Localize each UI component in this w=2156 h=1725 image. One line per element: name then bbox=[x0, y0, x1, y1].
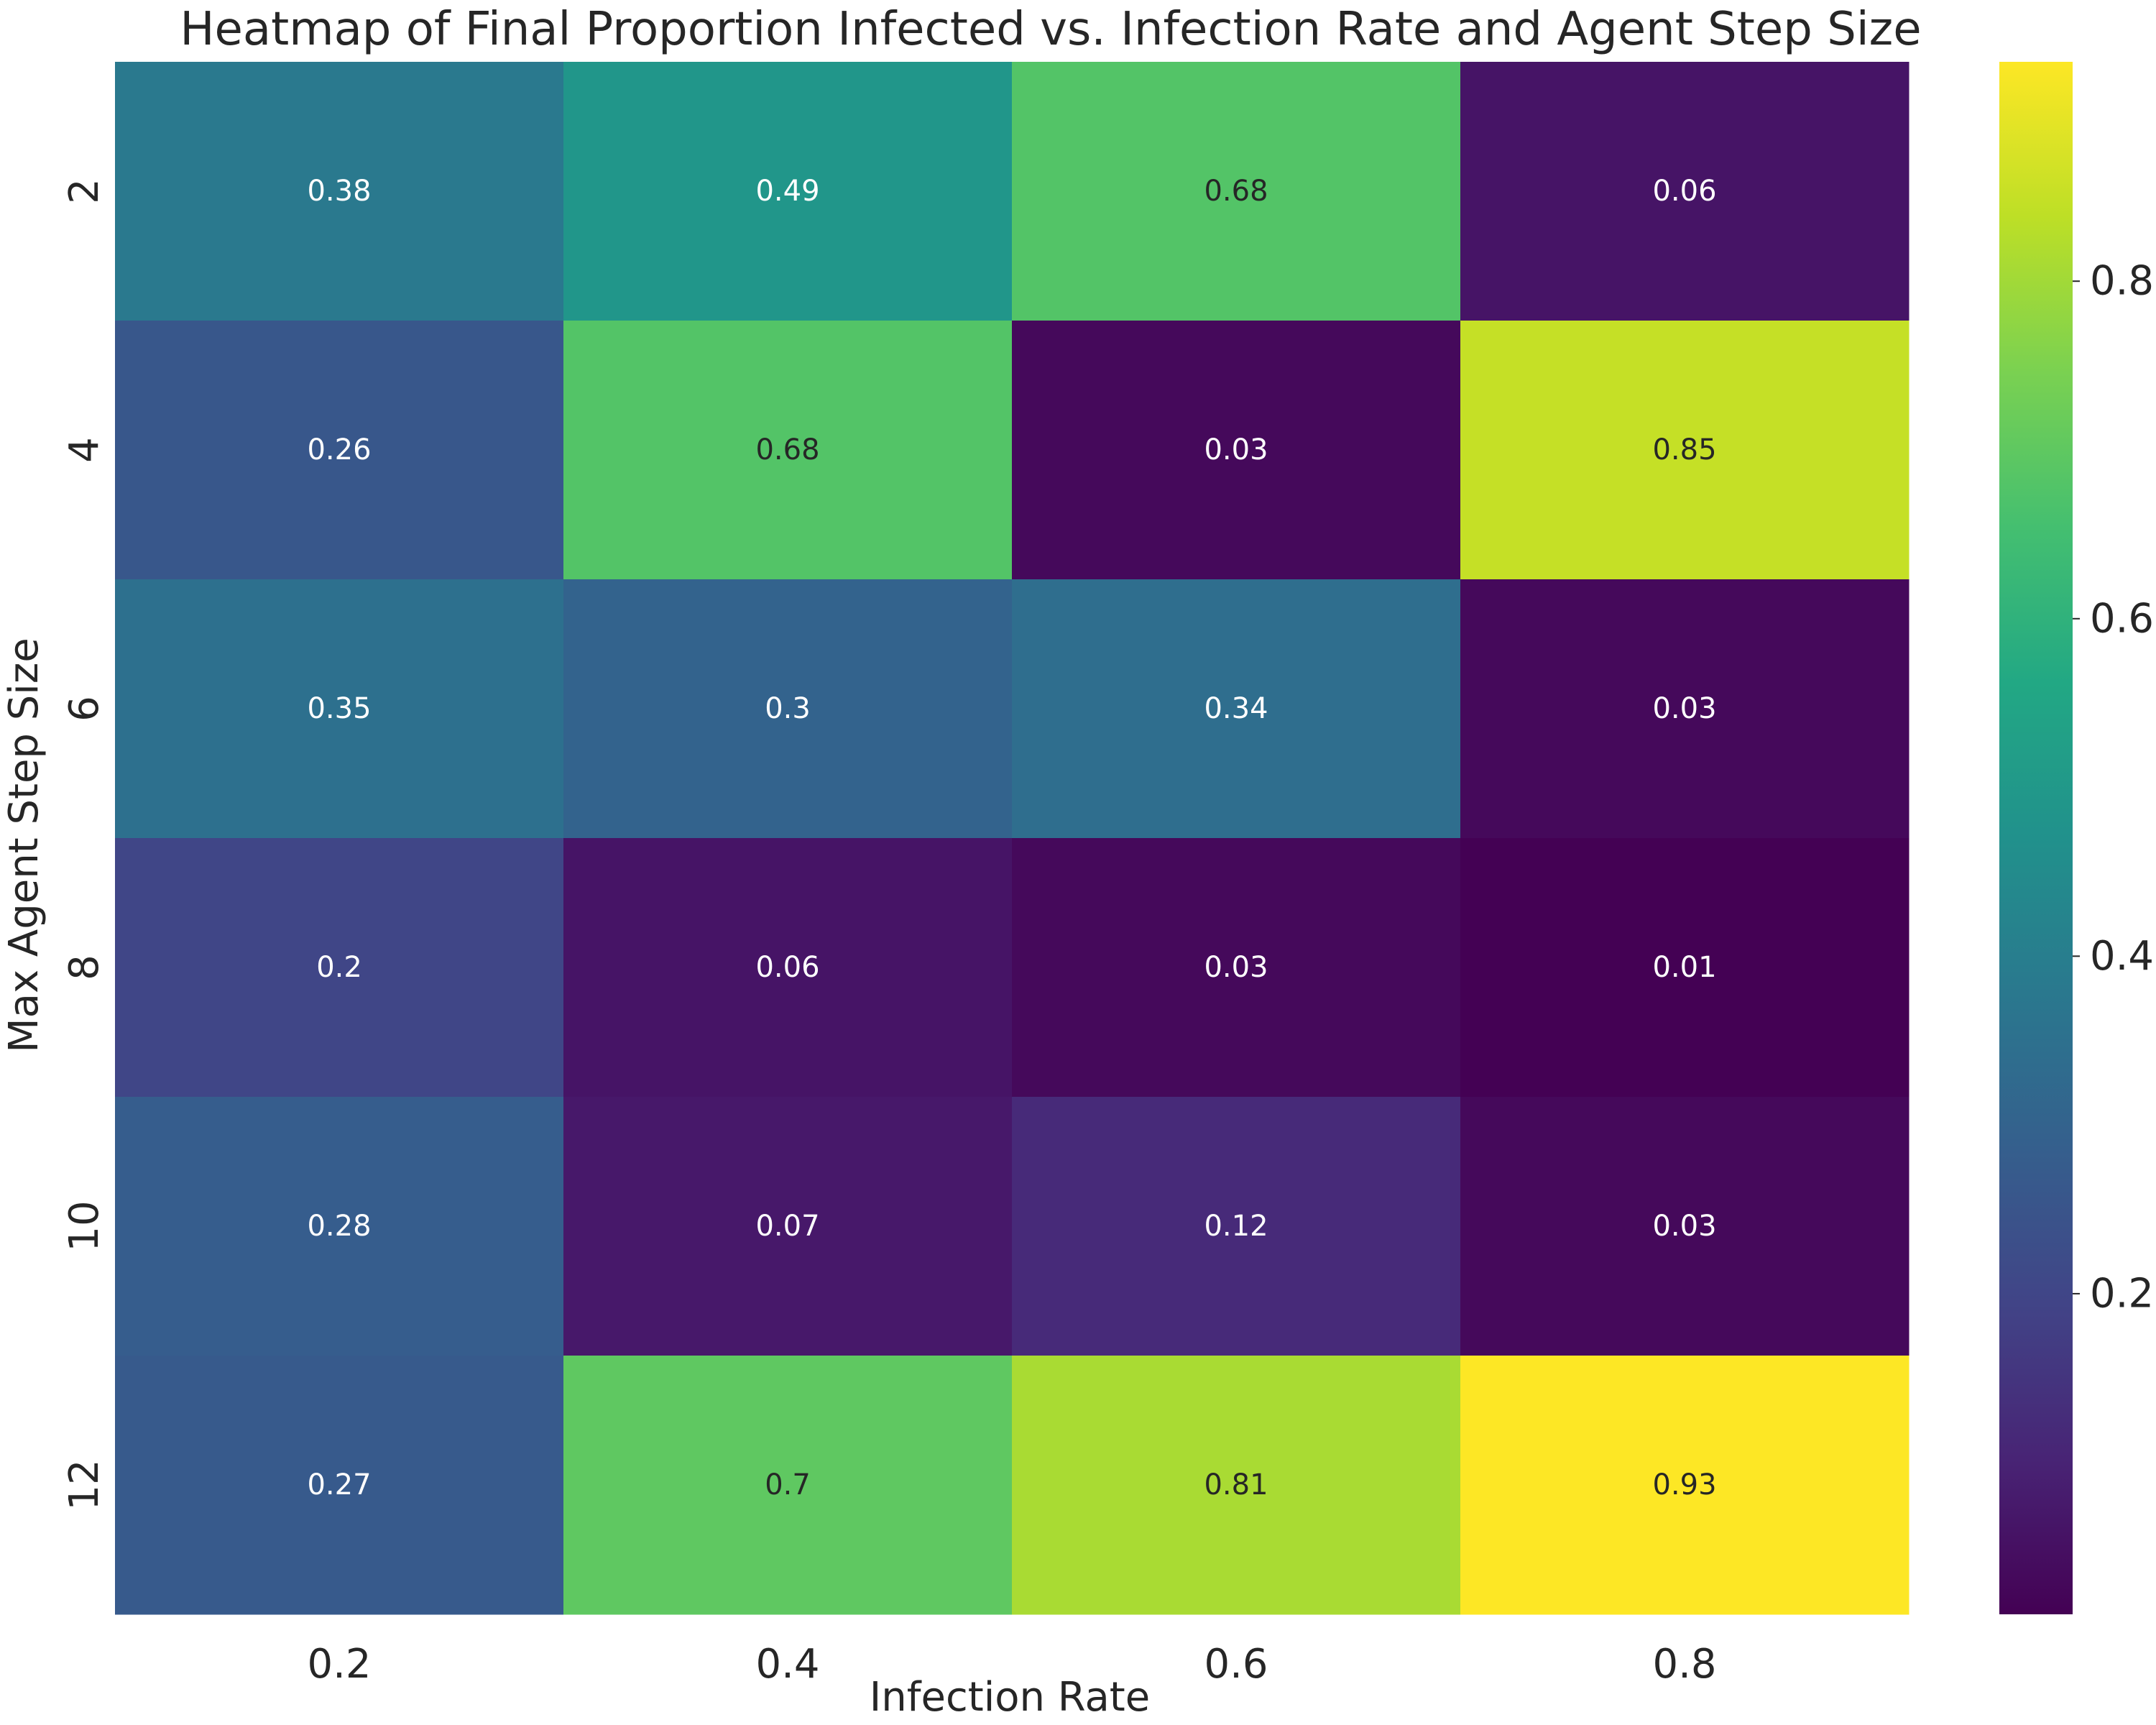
chart-title: Heatmap of Final Proportion Infected vs.… bbox=[180, 3, 1921, 56]
heatmap-cell-r1-c1 bbox=[563, 321, 1013, 580]
heatmap-cell-r3-c2 bbox=[1012, 838, 1461, 1098]
cell-value-label-r4-c3: 0.03 bbox=[1652, 1210, 1716, 1243]
cell-value-label-r3-c3: 0.01 bbox=[1652, 951, 1716, 984]
heatmap-cell-r4-c0 bbox=[115, 1097, 564, 1356]
cell-value-label-r4-c0: 0.28 bbox=[307, 1210, 371, 1243]
heatmap-cell-r0-c0 bbox=[115, 62, 564, 321]
y-tick-label-2: 6 bbox=[61, 696, 108, 722]
cell-value-label-r3-c0: 0.2 bbox=[316, 951, 362, 984]
heatmap-cell-r5-c3 bbox=[1460, 1356, 1909, 1615]
y-tick-label-5: 12 bbox=[61, 1459, 108, 1510]
x-tick-label-3: 0.8 bbox=[1652, 1641, 1716, 1688]
cell-value-label-r1-c0: 0.26 bbox=[307, 433, 371, 466]
heatmap-cell-r2-c0 bbox=[115, 579, 564, 839]
heatmap-cell-r1-c3 bbox=[1460, 321, 1909, 580]
cell-value-label-r1-c1: 0.68 bbox=[755, 433, 819, 466]
cell-value-label-r2-c3: 0.03 bbox=[1652, 692, 1716, 725]
colorbar-tick-label-1: 0.4 bbox=[2090, 933, 2154, 980]
heatmap-cell-r4-c1 bbox=[563, 1097, 1013, 1356]
heatmap-cell-r3-c0 bbox=[115, 838, 564, 1098]
cell-value-label-r1-c3: 0.85 bbox=[1652, 433, 1716, 466]
heatmap-cell-r0-c2 bbox=[1012, 62, 1461, 321]
cell-value-label-r0-c1: 0.49 bbox=[755, 175, 819, 208]
heatmap-cell-r1-c0 bbox=[115, 321, 564, 580]
cell-value-label-r0-c2: 0.68 bbox=[1204, 175, 1268, 208]
cell-value-label-r5-c0: 0.27 bbox=[307, 1468, 371, 1501]
y-axis-ticks: 2 4 6 8 10 12 bbox=[61, 178, 108, 1510]
heatmap-cell-r2-c1 bbox=[563, 579, 1013, 839]
heatmap-cell-r2-c2 bbox=[1012, 579, 1461, 839]
colorbar-tick-label-0: 0.2 bbox=[2090, 1270, 2154, 1317]
colorbar-tick-label-2: 0.6 bbox=[2090, 595, 2154, 642]
cell-value-label-r0-c0: 0.38 bbox=[307, 175, 371, 208]
heatmap-cell-r0-c3 bbox=[1460, 62, 1909, 321]
cell-value-label-r4-c2: 0.12 bbox=[1204, 1210, 1268, 1243]
cell-value-label-r5-c1: 0.7 bbox=[765, 1468, 811, 1501]
cell-value-label-r0-c3: 0.06 bbox=[1652, 175, 1716, 208]
heatmap-cell-labels: 0.38 0.49 0.68 0.06 0.26 0.68 0.03 0.85 0.35 0.3 0… bbox=[307, 175, 1716, 1501]
cell-value-label-r1-c2: 0.03 bbox=[1204, 433, 1268, 466]
cell-value-label-r4-c1: 0.07 bbox=[755, 1210, 819, 1243]
y-tick-label-0: 2 bbox=[61, 178, 108, 204]
x-tick-label-2: 0.6 bbox=[1204, 1641, 1268, 1688]
heatmap-cell-r3-c1 bbox=[563, 838, 1013, 1098]
heatmap-cell-r4-c2 bbox=[1012, 1097, 1461, 1356]
heatmap-cell-r5-c1 bbox=[563, 1356, 1013, 1615]
colorbar-tick-label-3: 0.8 bbox=[2090, 258, 2154, 305]
cell-value-label-r2-c0: 0.35 bbox=[307, 692, 371, 725]
heatmap-cell-r0-c1 bbox=[563, 62, 1013, 321]
cell-value-label-r3-c1: 0.06 bbox=[755, 951, 819, 984]
cell-value-label-r3-c2: 0.03 bbox=[1204, 951, 1268, 984]
y-tick-label-1: 4 bbox=[61, 437, 108, 463]
y-tick-label-3: 8 bbox=[61, 954, 108, 980]
cell-value-label-r2-c2: 0.34 bbox=[1204, 692, 1268, 725]
x-tick-label-0: 0.2 bbox=[307, 1641, 371, 1688]
cell-value-label-r5-c2: 0.81 bbox=[1204, 1468, 1268, 1501]
x-axis-label: Infection Rate bbox=[870, 1674, 1150, 1721]
heatmap-cell-r5-c2 bbox=[1012, 1356, 1461, 1615]
heatmap-cells bbox=[115, 62, 1909, 1615]
y-axis-label: Max Agent Step Size bbox=[1, 638, 47, 1052]
x-axis-ticks: 0.2 0.4 0.6 0.8 bbox=[307, 1641, 1716, 1688]
colorbar bbox=[1999, 62, 2073, 1614]
y-tick-label-4: 10 bbox=[61, 1200, 108, 1251]
cell-value-label-r5-c3: 0.93 bbox=[1652, 1468, 1716, 1501]
heatmap-cell-r2-c3 bbox=[1460, 579, 1909, 839]
heatmap-cell-r1-c2 bbox=[1012, 321, 1461, 580]
heatmap-cell-r4-c3 bbox=[1460, 1097, 1909, 1356]
colorbar-ticks: 0.2 0.4 0.6 0.8 bbox=[2073, 258, 2154, 1317]
x-tick-label-1: 0.4 bbox=[755, 1641, 819, 1688]
heatmap-cell-r3-c3 bbox=[1460, 838, 1909, 1098]
heatmap-cell-r5-c0 bbox=[115, 1356, 564, 1615]
cell-value-label-r2-c1: 0.3 bbox=[765, 692, 811, 725]
